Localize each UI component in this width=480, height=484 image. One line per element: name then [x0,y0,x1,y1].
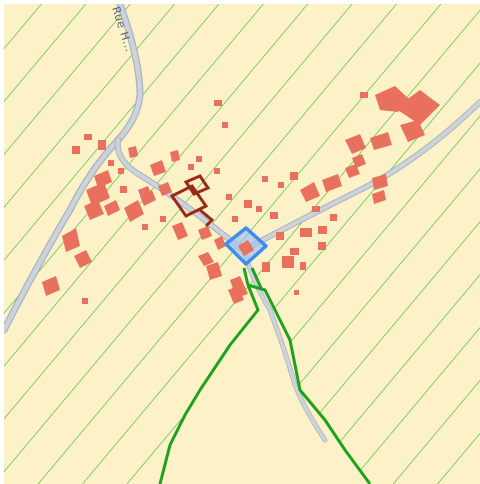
building [118,168,124,174]
building [372,190,386,204]
building [370,132,392,150]
building [232,216,238,222]
building [158,182,172,196]
road-west[interactable] [1,1,143,333]
building [104,200,120,216]
building [222,122,228,128]
building [278,182,284,188]
building [312,206,320,212]
selected-parcel-marker[interactable] [224,226,268,266]
building [276,232,284,240]
building [198,252,214,266]
building [262,176,268,182]
building [206,262,222,280]
building [74,250,92,268]
building [300,228,312,237]
building [142,224,148,230]
building [256,206,262,212]
roads [0,0,480,443]
building [120,186,127,193]
building [160,216,166,222]
building [294,290,299,295]
building [72,146,80,154]
building [282,256,294,268]
building [290,172,298,180]
building [128,146,138,158]
building [400,120,425,142]
building [395,90,440,125]
building [124,200,144,222]
building [300,262,306,270]
building [318,226,327,234]
building [140,190,156,206]
building [172,222,188,240]
building [196,156,202,162]
building [82,298,88,304]
building [345,134,366,154]
heritage-building [169,184,209,218]
building [86,182,110,206]
heritage-building [183,174,211,196]
building [198,226,212,240]
zone-boundary-west [158,284,260,484]
zone-boundary-east [247,283,372,484]
building [62,228,80,252]
building [84,134,92,140]
building [94,170,112,188]
heritage-buildings [169,174,215,228]
building [345,164,360,178]
road-center[interactable] [115,138,246,252]
heritage-building [199,208,215,228]
zone-boundary-neck [242,267,264,291]
buildings [42,86,440,304]
selected-parcel-building [238,240,254,256]
building [98,140,106,150]
building [290,248,299,255]
map-frame-left [0,0,4,484]
road-south[interactable] [242,248,327,442]
building [108,160,114,166]
building [42,276,60,296]
building [214,236,226,250]
building [300,182,320,202]
building [322,174,342,192]
building [188,164,194,170]
building [150,160,166,176]
zone-boundary [158,267,372,484]
building [330,214,337,221]
building [170,150,180,162]
map-frame-top [0,0,480,4]
building [318,242,326,250]
building [228,286,244,304]
road-east[interactable] [242,100,480,252]
building [262,262,270,272]
building [360,92,368,98]
building [226,194,232,200]
building [84,200,104,220]
building [270,212,278,219]
building [372,174,388,190]
building [214,100,222,106]
building [214,168,220,174]
building [244,200,252,208]
